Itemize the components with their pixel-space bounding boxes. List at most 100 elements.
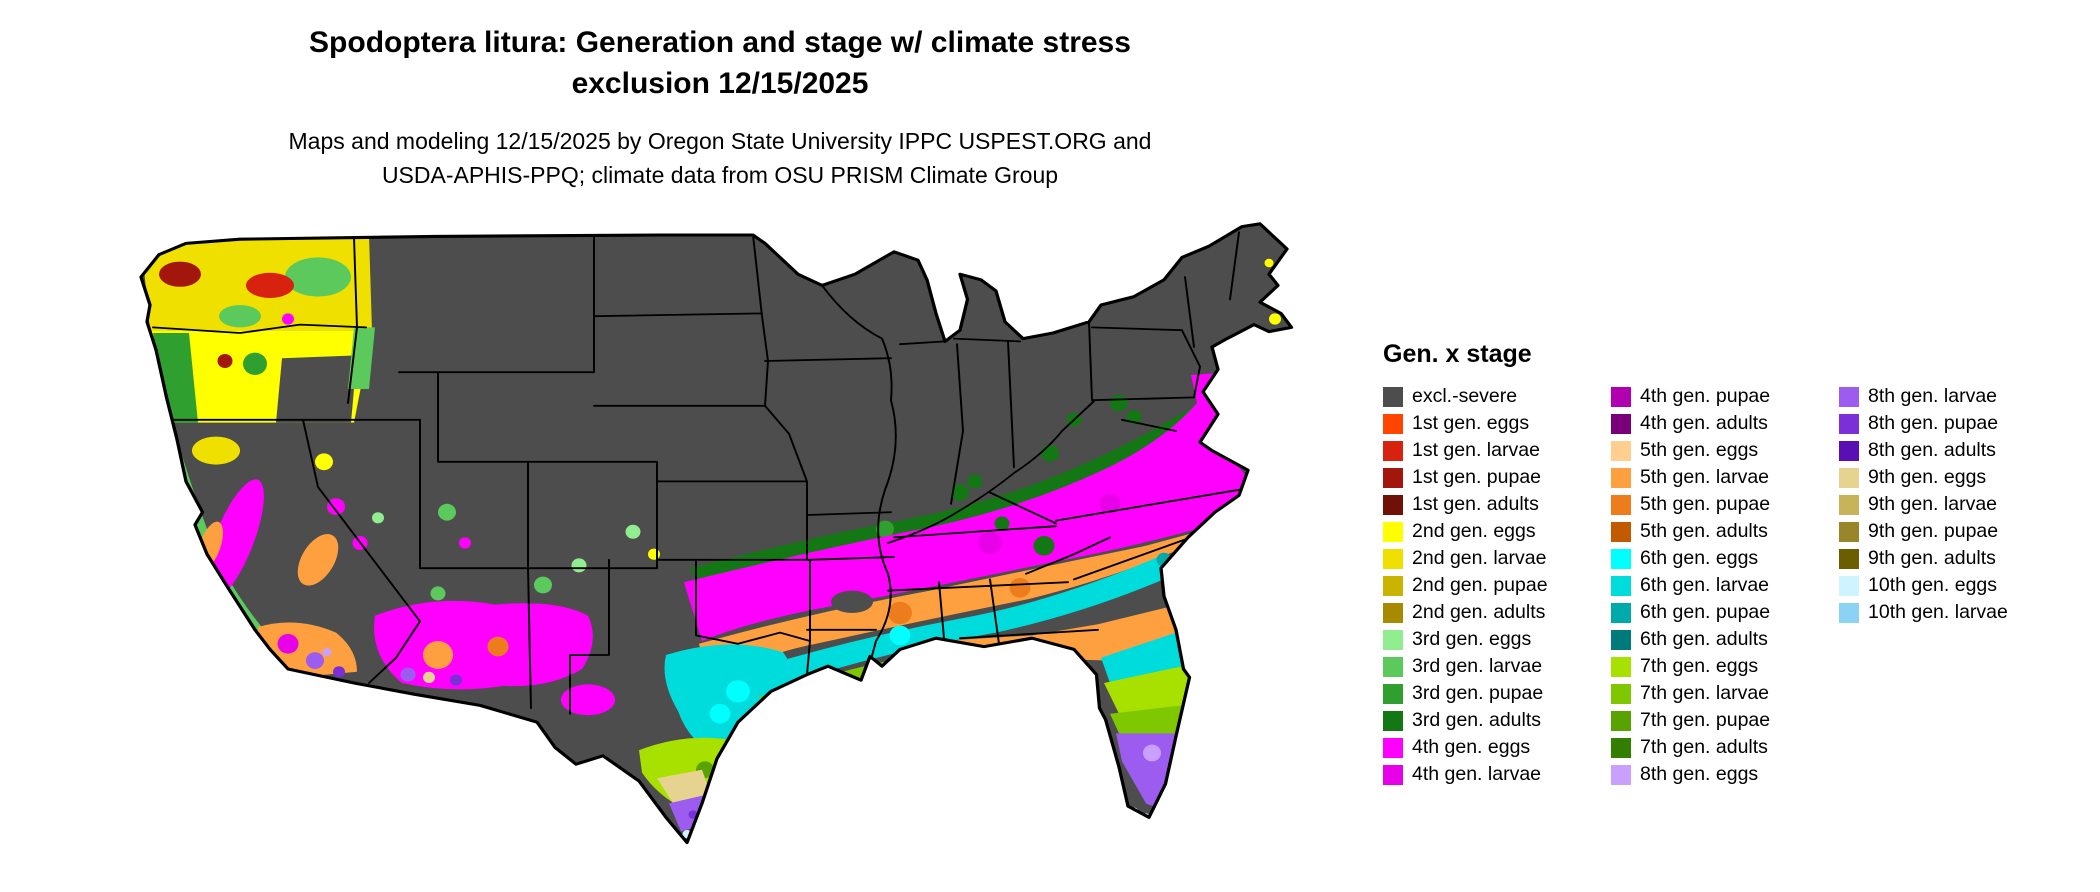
map-title: Spodoptera litura: Generation and stage … bbox=[100, 22, 1340, 104]
legend-item: 1st gen. pupae bbox=[1383, 464, 1611, 491]
legend-swatch bbox=[1611, 710, 1631, 731]
legend-swatch bbox=[1839, 440, 1859, 461]
legend-item-label: 5th gen. eggs bbox=[1640, 439, 1759, 461]
map-subtitle-line2: USDA-APHIS-PPQ; climate data from OSU PR… bbox=[381, 162, 1059, 188]
legend-swatch bbox=[1839, 602, 1859, 623]
legend-swatch bbox=[1611, 656, 1631, 677]
legend-item: 6th gen. adults bbox=[1611, 626, 1839, 653]
legend-item: 4th gen. larvae bbox=[1383, 761, 1611, 788]
legend-swatch bbox=[1611, 575, 1631, 596]
legend-item-label: 3rd gen. eggs bbox=[1412, 628, 1532, 650]
legend-item: 6th gen. eggs bbox=[1611, 545, 1839, 572]
legend-item: 2nd gen. larvae bbox=[1383, 545, 1611, 572]
legend-column: excl.-severe 1st gen. eggs 1st gen. larvae… bbox=[1383, 383, 1611, 788]
legend-swatch bbox=[1611, 737, 1631, 758]
legend-item-label: 7th gen. larvae bbox=[1640, 682, 1770, 704]
legend-item-label: 4th gen. eggs bbox=[1412, 736, 1531, 758]
legend-item-label: 9th gen. larvae bbox=[1868, 493, 1998, 515]
legend-item: excl.-severe bbox=[1383, 383, 1611, 410]
legend-item: 4th gen. pupae bbox=[1611, 383, 1839, 410]
map-state-borders bbox=[152, 231, 1240, 715]
legend-item-label: 2nd gen. adults bbox=[1412, 601, 1546, 623]
legend-swatch bbox=[1383, 467, 1403, 488]
legend-item: 5th gen. eggs bbox=[1611, 437, 1839, 464]
legend-swatch bbox=[1611, 683, 1631, 704]
legend-swatch bbox=[1839, 494, 1859, 515]
legend-title: Gen. x stage bbox=[1383, 340, 1532, 368]
legend-item-label: 1st gen. pupae bbox=[1412, 466, 1542, 488]
legend-swatch bbox=[1383, 521, 1403, 542]
legend-item: 3rd gen. larvae bbox=[1383, 653, 1611, 680]
legend-item-label: 1st gen. adults bbox=[1412, 493, 1539, 515]
legend-swatch bbox=[1611, 494, 1631, 515]
legend-item: 1st gen. larvae bbox=[1383, 437, 1611, 464]
legend-swatch bbox=[1383, 683, 1403, 704]
legend-item: 10th gen. larvae bbox=[1839, 599, 2067, 626]
legend-item-label: 3rd gen. larvae bbox=[1412, 655, 1543, 677]
legend-item-label: 3rd gen. pupae bbox=[1412, 682, 1544, 704]
legend-item: 7th gen. eggs bbox=[1611, 653, 1839, 680]
legend-item-label: 6th gen. pupae bbox=[1640, 601, 1771, 623]
legend-item: 9th gen. eggs bbox=[1839, 464, 2067, 491]
legend-swatch bbox=[1383, 602, 1403, 623]
legend-item: 3rd gen. adults bbox=[1383, 707, 1611, 734]
map-outline bbox=[139, 222, 1294, 845]
legend-item-label: 1st gen. eggs bbox=[1412, 412, 1530, 434]
legend-item-label: 10th gen. larvae bbox=[1868, 601, 2008, 623]
legend-swatch bbox=[1383, 575, 1403, 596]
legend-item: 8th gen. larvae bbox=[1839, 383, 2067, 410]
legend-item: 3rd gen. pupae bbox=[1383, 680, 1611, 707]
legend-swatch bbox=[1839, 386, 1859, 407]
legend-item-label: 6th gen. eggs bbox=[1640, 547, 1759, 569]
legend-item: 8th gen. pupae bbox=[1839, 410, 2067, 437]
legend-item-label: excl.-severe bbox=[1412, 385, 1518, 407]
legend-swatch bbox=[1383, 737, 1403, 758]
legend-swatch bbox=[1383, 629, 1403, 650]
legend-item-label: 1st gen. larvae bbox=[1412, 439, 1540, 461]
legend-item: 6th gen. pupae bbox=[1611, 599, 1839, 626]
map-subtitle: Maps and modeling 12/15/2025 by Oregon S… bbox=[100, 124, 1340, 192]
legend-item-label: 9th gen. adults bbox=[1868, 547, 1996, 569]
legend-swatch bbox=[1383, 413, 1403, 434]
legend-swatch bbox=[1611, 413, 1631, 434]
legend-item-label: 7th gen. eggs bbox=[1640, 655, 1759, 677]
legend-item: 4th gen. adults bbox=[1611, 410, 1839, 437]
us-generation-stage-map bbox=[60, 193, 1440, 892]
map-regions bbox=[141, 223, 1292, 843]
legend-item: 2nd gen. pupae bbox=[1383, 572, 1611, 599]
legend-swatch bbox=[1383, 656, 1403, 677]
legend-swatch bbox=[1839, 413, 1859, 434]
legend-swatch bbox=[1611, 386, 1631, 407]
legend-item-label: 6th gen. adults bbox=[1640, 628, 1768, 650]
legend-column: 8th gen. larvae 8th gen. pupae 8th gen. ad… bbox=[1839, 383, 2067, 788]
legend-swatch bbox=[1839, 575, 1859, 596]
legend-item-label: 4th gen. adults bbox=[1640, 412, 1768, 434]
legend-item-label: 5th gen. adults bbox=[1640, 520, 1768, 542]
legend-item-label: 4th gen. pupae bbox=[1640, 385, 1771, 407]
legend-swatch bbox=[1383, 710, 1403, 731]
legend-item-label: 8th gen. adults bbox=[1868, 439, 1996, 461]
legend-item-label: 6th gen. larvae bbox=[1640, 574, 1770, 596]
legend: excl.-severe 1st gen. eggs 1st gen. larvae… bbox=[1383, 383, 2067, 788]
legend-item-label: 7th gen. pupae bbox=[1640, 709, 1771, 731]
legend-item: 5th gen. adults bbox=[1611, 518, 1839, 545]
legend-swatch bbox=[1383, 494, 1403, 515]
legend-item-label: 8th gen. larvae bbox=[1868, 385, 1998, 407]
legend-item: 9th gen. larvae bbox=[1839, 491, 2067, 518]
legend-item-label: 8th gen. eggs bbox=[1640, 763, 1759, 785]
legend-item: 8th gen. eggs bbox=[1611, 761, 1839, 788]
legend-item: 1st gen. adults bbox=[1383, 491, 1611, 518]
legend-swatch bbox=[1383, 548, 1403, 569]
us-map-svg bbox=[139, 222, 1294, 845]
legend-item-label: 8th gen. pupae bbox=[1868, 412, 1999, 434]
legend-item-label: 9th gen. pupae bbox=[1868, 520, 1999, 542]
legend-item: 5th gen. larvae bbox=[1611, 464, 1839, 491]
legend-item: 10th gen. eggs bbox=[1839, 572, 2067, 599]
legend-item: 6th gen. larvae bbox=[1611, 572, 1839, 599]
legend-swatch bbox=[1611, 440, 1631, 461]
legend-swatch bbox=[1839, 548, 1859, 569]
legend-swatch bbox=[1611, 602, 1631, 623]
legend-item-label: 2nd gen. eggs bbox=[1412, 520, 1536, 542]
legend-swatch bbox=[1839, 467, 1859, 488]
